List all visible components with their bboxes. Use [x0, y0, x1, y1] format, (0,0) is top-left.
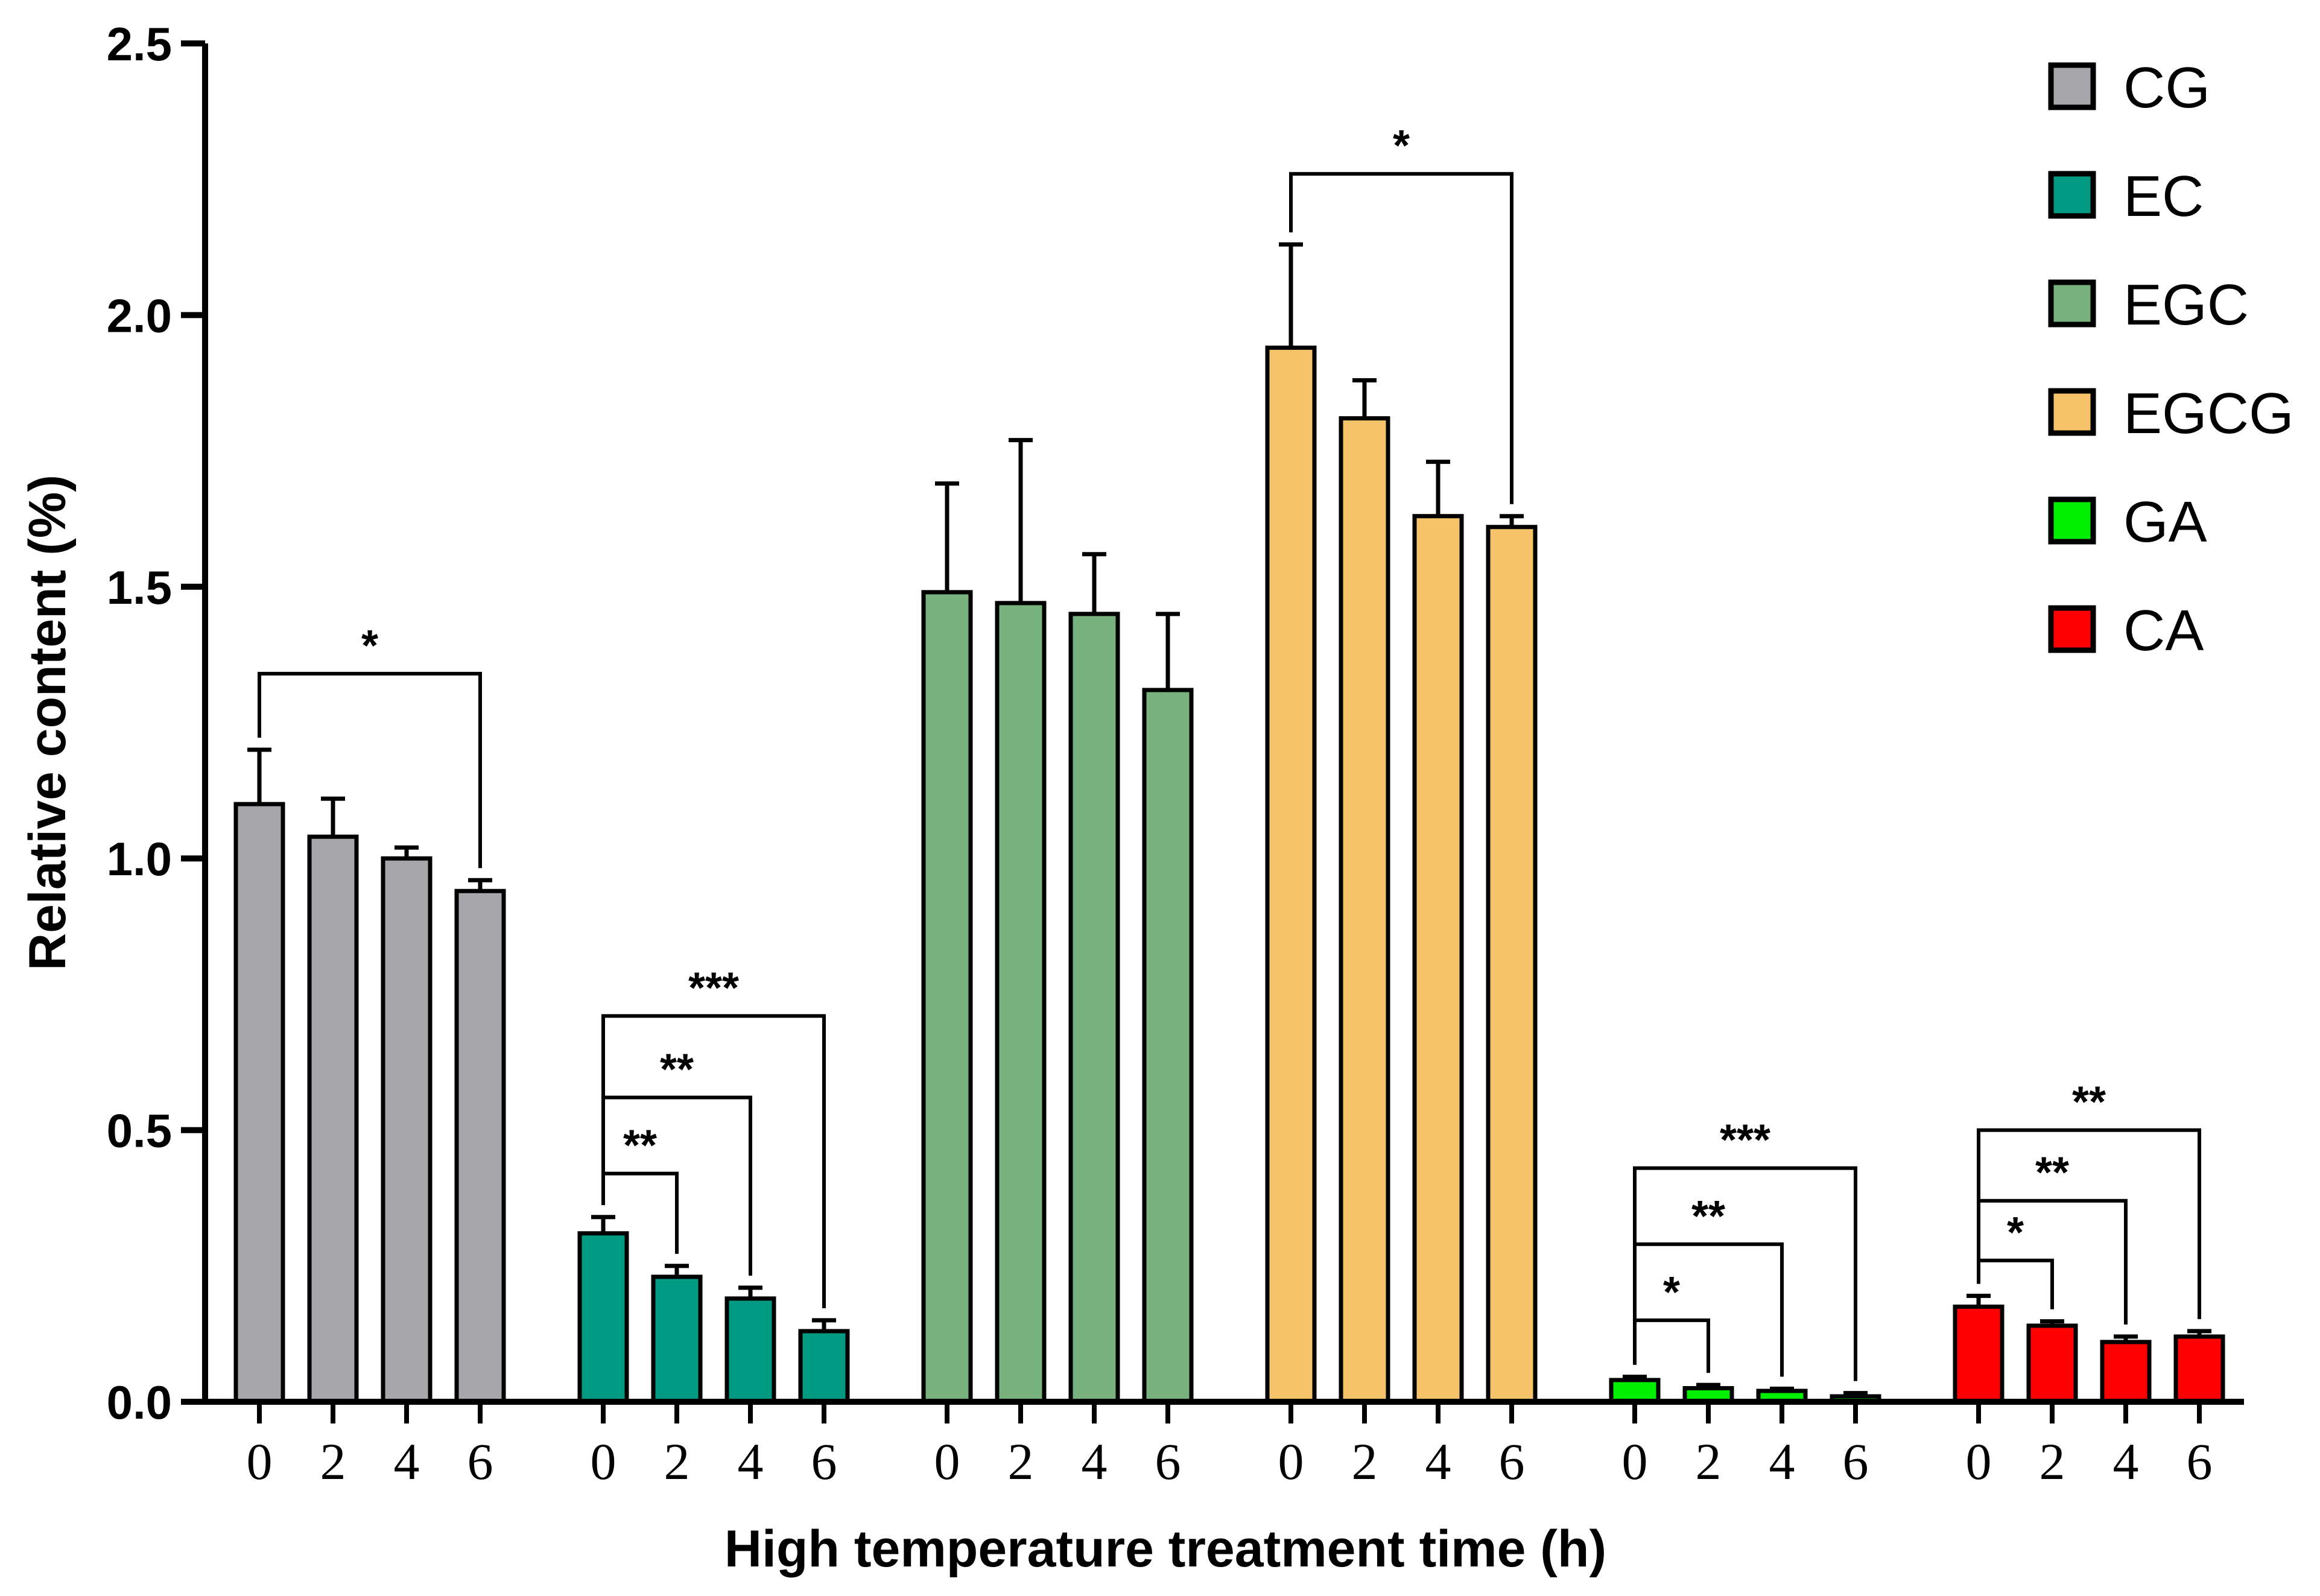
y-tick-label: 0.0: [107, 1376, 172, 1429]
significance-bracket: [1633, 1318, 1710, 1373]
significance-label: ***: [1720, 1116, 1770, 1165]
legend-label-EGC: EGC: [2123, 273, 2249, 337]
significance-label: ***: [688, 964, 739, 1012]
y-tick-label: 1.5: [107, 561, 172, 614]
bar-EC-4: [724, 1296, 776, 1404]
significance-layer: ********************: [258, 122, 2201, 1381]
bar-CA-4: [2100, 1340, 2152, 1404]
bar-CG-4: [381, 856, 433, 1404]
bar-EGC-2: [995, 601, 1047, 1404]
legend: CG EC EGC EGCG GA CA: [2048, 55, 2294, 663]
axes-layer: [202, 43, 2244, 1405]
legend-label-CG: CG: [2123, 55, 2210, 120]
x-tick-label: 2: [1696, 1433, 1722, 1490]
significance-label: *: [361, 622, 378, 670]
y-tick-label: 0.5: [107, 1104, 172, 1157]
significance-label: **: [623, 1122, 657, 1170]
bar-CA-0: [1953, 1304, 2005, 1404]
x-tick-label: 2: [320, 1433, 346, 1490]
significance-label: *: [1663, 1268, 1680, 1317]
bar-CG-6: [454, 888, 506, 1404]
x-tick-label: 6: [2187, 1433, 2213, 1490]
bar-CG-2: [307, 834, 359, 1404]
x-tick-label: 6: [1843, 1433, 1869, 1490]
significance-bracket: [1977, 1258, 2054, 1309]
x-tick-label: 4: [2113, 1433, 2139, 1490]
bar-EC-0: [577, 1231, 629, 1404]
bar-GA-0: [1609, 1378, 1661, 1404]
bar-EGCG-2: [1339, 416, 1390, 1404]
x-tick-label: 4: [1082, 1433, 1108, 1490]
x-tick-label: 4: [394, 1433, 420, 1490]
x-tick-label: 0: [934, 1433, 960, 1490]
legend-swatch-CG: [2048, 62, 2096, 110]
significance-label: *: [1393, 122, 1410, 170]
legend-swatch-EGCG: [2048, 388, 2096, 436]
x-tick-label: 6: [1499, 1433, 1525, 1490]
x-tick-label: 4: [1769, 1433, 1795, 1490]
x-tick-label: 0: [1278, 1433, 1304, 1490]
bars-layer: [233, 242, 2225, 1404]
x-tick-label: 4: [1425, 1433, 1451, 1490]
y-ticks: 0.0 0.5 1.0 1.5 2.0 2.5: [107, 17, 205, 1429]
x-tick-label: 2: [664, 1433, 690, 1490]
legend-label-EC: EC: [2123, 164, 2204, 229]
x-tick-label: 0: [1622, 1433, 1648, 1490]
significance-label: **: [2035, 1149, 2069, 1197]
significance-bracket: [601, 1014, 826, 1308]
bar-EGCG-6: [1486, 525, 1538, 1404]
y-tick-label: 1.0: [107, 832, 172, 885]
x-tick-label: 0: [591, 1433, 616, 1490]
x-tick-label: 6: [467, 1433, 493, 1490]
y-tick-label: 2.0: [107, 289, 172, 342]
x-tick-label: 6: [811, 1433, 837, 1490]
significance-label: **: [660, 1046, 694, 1094]
x-tick-label: 2: [2040, 1433, 2065, 1490]
legend-swatch-EC: [2048, 171, 2096, 219]
bar-EGC-0: [921, 590, 973, 1404]
legend-swatch-GA: [2048, 496, 2096, 545]
significance-bracket: [1633, 1166, 1857, 1381]
legend-swatch-EGC: [2048, 279, 2096, 328]
significance-bracket: [1977, 1128, 2201, 1319]
legend-label-GA: GA: [2123, 490, 2207, 554]
x-tick-label: 0: [1966, 1433, 1992, 1490]
significance-bracket: [1289, 172, 1513, 504]
y-tick-label: 2.5: [107, 17, 172, 71]
bar-CG-0: [233, 802, 285, 1404]
bar-EGCG-0: [1265, 345, 1317, 1404]
significance-label: *: [2007, 1209, 2024, 1257]
y-axis-title: Relative content (%): [19, 475, 77, 971]
bar-EGC-6: [1142, 688, 1194, 1404]
significance-label: **: [1691, 1192, 1725, 1241]
bar-CA-2: [2026, 1323, 2078, 1404]
significance-bracket: [258, 671, 482, 869]
x-tick-label: 2: [1352, 1433, 1378, 1490]
bar-EC-2: [651, 1275, 703, 1404]
x-tick-label: 6: [1155, 1433, 1181, 1490]
bar-EC-6: [798, 1329, 850, 1404]
legend-label-CA: CA: [2123, 598, 2204, 663]
x-tick-label: 4: [738, 1433, 764, 1490]
bar-EGC-4: [1068, 612, 1120, 1404]
legend-label-EGCG: EGCG: [2123, 381, 2294, 446]
legend-swatch-CA: [2048, 605, 2096, 653]
x-axis-title: High temperature treatment time (h): [724, 1520, 1606, 1578]
bar-CA-6: [2173, 1334, 2225, 1404]
significance-label: **: [2072, 1078, 2106, 1127]
x-tick-label: 2: [1008, 1433, 1034, 1490]
x-tick-label: 0: [247, 1433, 273, 1490]
bar-EGCG-4: [1412, 514, 1464, 1404]
